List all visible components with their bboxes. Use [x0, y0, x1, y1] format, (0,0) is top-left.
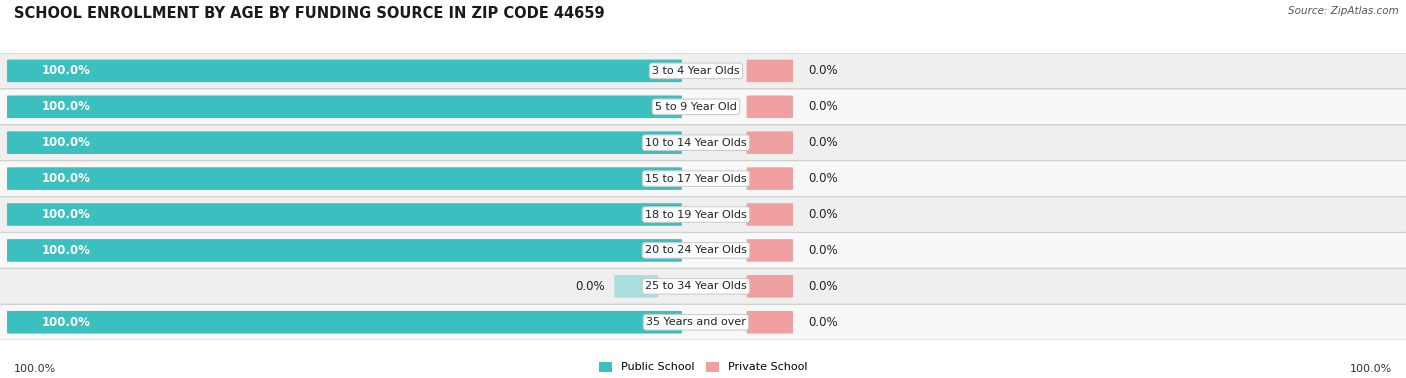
FancyBboxPatch shape	[747, 203, 793, 226]
FancyBboxPatch shape	[0, 232, 1406, 268]
FancyBboxPatch shape	[7, 132, 682, 154]
FancyBboxPatch shape	[7, 60, 682, 82]
Text: 0.0%: 0.0%	[808, 280, 838, 293]
Text: 15 to 17 Year Olds: 15 to 17 Year Olds	[645, 174, 747, 184]
Text: 0.0%: 0.0%	[808, 100, 838, 113]
FancyBboxPatch shape	[7, 167, 682, 190]
Text: 20 to 24 Year Olds: 20 to 24 Year Olds	[645, 245, 747, 256]
Text: Source: ZipAtlas.com: Source: ZipAtlas.com	[1288, 6, 1399, 15]
FancyBboxPatch shape	[7, 311, 682, 333]
FancyBboxPatch shape	[0, 161, 1406, 197]
FancyBboxPatch shape	[0, 304, 1406, 340]
Text: 100.0%: 100.0%	[42, 172, 91, 185]
FancyBboxPatch shape	[747, 60, 793, 82]
Text: 35 Years and over: 35 Years and over	[645, 317, 747, 327]
FancyBboxPatch shape	[0, 125, 1406, 161]
Text: 3 to 4 Year Olds: 3 to 4 Year Olds	[652, 66, 740, 76]
FancyBboxPatch shape	[0, 197, 1406, 232]
Text: 100.0%: 100.0%	[42, 316, 91, 329]
FancyBboxPatch shape	[614, 275, 658, 297]
Text: 0.0%: 0.0%	[808, 136, 838, 149]
FancyBboxPatch shape	[747, 167, 793, 190]
FancyBboxPatch shape	[747, 96, 793, 118]
Text: 100.0%: 100.0%	[42, 100, 91, 113]
Text: 0.0%: 0.0%	[575, 280, 605, 293]
Text: 10 to 14 Year Olds: 10 to 14 Year Olds	[645, 138, 747, 148]
Text: 5 to 9 Year Old: 5 to 9 Year Old	[655, 102, 737, 112]
Text: 100.0%: 100.0%	[42, 208, 91, 221]
FancyBboxPatch shape	[747, 239, 793, 262]
Text: 100.0%: 100.0%	[14, 364, 56, 374]
FancyBboxPatch shape	[747, 132, 793, 154]
FancyBboxPatch shape	[0, 89, 1406, 125]
Text: 100.0%: 100.0%	[42, 136, 91, 149]
Text: 0.0%: 0.0%	[808, 316, 838, 329]
Text: 100.0%: 100.0%	[42, 64, 91, 77]
FancyBboxPatch shape	[747, 275, 793, 297]
FancyBboxPatch shape	[7, 239, 682, 262]
Text: 18 to 19 Year Olds: 18 to 19 Year Olds	[645, 209, 747, 220]
Text: 0.0%: 0.0%	[808, 208, 838, 221]
Legend: Public School, Private School: Public School, Private School	[599, 362, 807, 372]
FancyBboxPatch shape	[0, 268, 1406, 304]
FancyBboxPatch shape	[7, 203, 682, 226]
FancyBboxPatch shape	[747, 311, 793, 333]
Text: SCHOOL ENROLLMENT BY AGE BY FUNDING SOURCE IN ZIP CODE 44659: SCHOOL ENROLLMENT BY AGE BY FUNDING SOUR…	[14, 6, 605, 21]
FancyBboxPatch shape	[7, 96, 682, 118]
Text: 0.0%: 0.0%	[808, 64, 838, 77]
Text: 0.0%: 0.0%	[808, 244, 838, 257]
Text: 100.0%: 100.0%	[42, 244, 91, 257]
FancyBboxPatch shape	[0, 53, 1406, 89]
Text: 100.0%: 100.0%	[1350, 364, 1392, 374]
Text: 0.0%: 0.0%	[808, 172, 838, 185]
Text: 25 to 34 Year Olds: 25 to 34 Year Olds	[645, 281, 747, 291]
